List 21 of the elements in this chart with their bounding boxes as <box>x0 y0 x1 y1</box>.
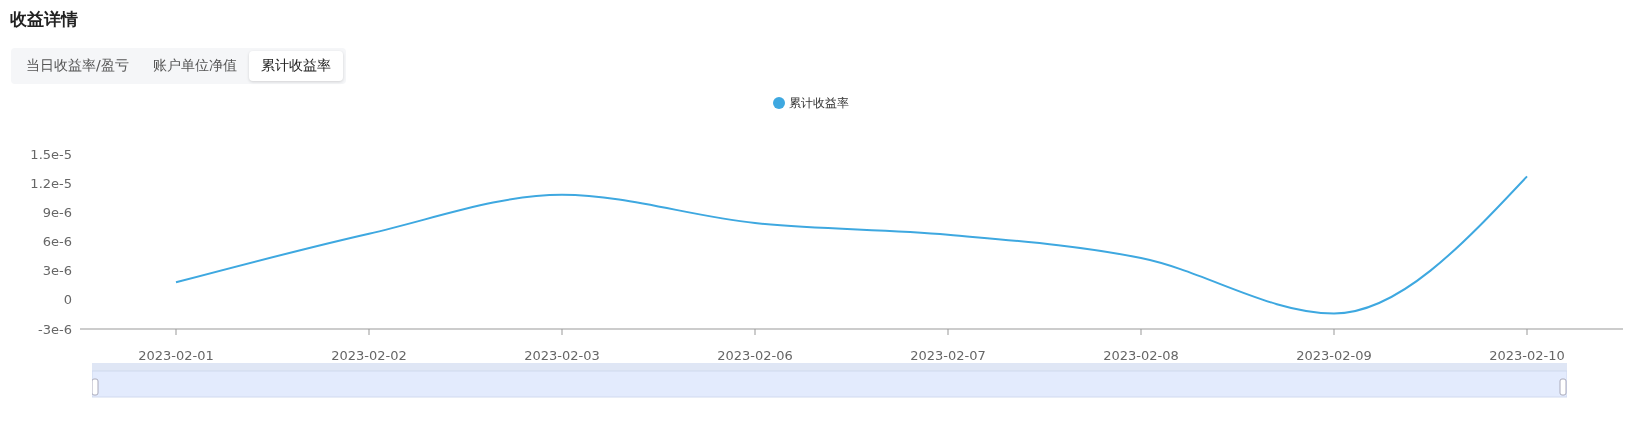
x-tick-label: 2023-02-10 <box>1489 348 1565 364</box>
x-tick-label: 2023-02-06 <box>717 348 793 364</box>
y-tick-label: -3e-6 <box>38 321 72 337</box>
text: 累计收益率 <box>248 51 343 81</box>
y-tick-label: 1.5e-5 <box>30 146 72 162</box>
y-tick-label: 1.2e-5 <box>30 175 72 191</box>
x-tick-label: 2023-02-07 <box>910 348 986 364</box>
text: 当日收益率/盈亏 <box>25 56 130 75</box>
x-tick-label: 2023-02-08 <box>1103 348 1179 364</box>
y-tick-label: 9e-6 <box>42 204 72 220</box>
x-tick-label: 2023-02-01 <box>138 348 214 364</box>
legend-label: 累计收益率 <box>788 96 849 110</box>
x-tick-label: 2023-02-09 <box>1296 348 1372 364</box>
x-tick-label: 2023-02-02 <box>331 348 407 364</box>
line-series <box>175 175 1528 315</box>
chart-title: 收益详情 <box>10 8 79 31</box>
y-tick-label: 3e-6 <box>42 263 72 279</box>
y-tick-label: 0 <box>63 292 72 308</box>
text: 账户单位净值 <box>151 56 238 75</box>
y-tick-label: 6e-6 <box>42 234 72 250</box>
x-tick-label: 2023-02-03 <box>524 348 600 364</box>
